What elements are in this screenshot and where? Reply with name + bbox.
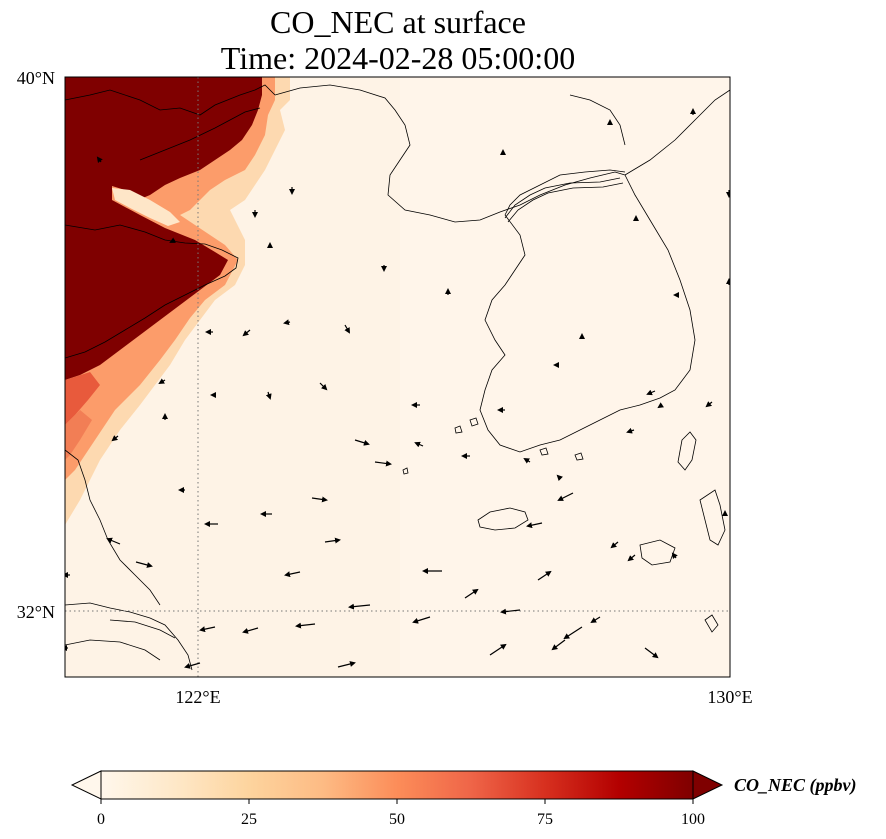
- colorbar-tick-label: 100: [681, 811, 705, 828]
- wind-vector-arrow: [354, 439, 370, 446]
- wind-vector-arrow: [319, 382, 328, 391]
- colorbar-ticks: 0 25 50 75 100: [97, 799, 705, 828]
- map-frame: [64, 76, 731, 678]
- coastlines: [65, 84, 730, 671]
- wind-vectors: [65, 108, 730, 669]
- wind-vector-arrow: [265, 391, 272, 400]
- wind-vector-arrow: [374, 460, 392, 467]
- lon-tick-label-130e: 130°E: [707, 687, 752, 707]
- wind-vector-arrow: [106, 537, 121, 545]
- colorbar-extend-min: [70, 770, 102, 800]
- wind-vector-arrow: [284, 571, 301, 578]
- wind-vector-arrow: [337, 661, 356, 668]
- wind-vector-arrow: [348, 603, 371, 610]
- colorbar-tick-label: 75: [537, 811, 553, 828]
- wind-vector-arrow: [414, 441, 424, 448]
- wind-vector-arrow: [464, 588, 479, 599]
- colorbar-tick-label: 0: [97, 811, 105, 828]
- wind-vector-arrow: [500, 608, 521, 615]
- wind-vector-arrow: [135, 561, 153, 568]
- title-line-1: CO_NEC at surface: [270, 4, 526, 40]
- wind-vector-arrow: [412, 616, 431, 624]
- wind-vector-arrow: [489, 643, 507, 656]
- wind-vector-arrow: [657, 402, 664, 409]
- plume-core: [65, 77, 262, 380]
- colorbar: 0 25 50 75 100 CO_NEC (ppbv): [70, 770, 857, 828]
- title-line-2: Time: 2024-02-28 05:00:00: [221, 40, 575, 76]
- wind-vector-arrow: [644, 647, 659, 659]
- wind-vector-arrow: [705, 401, 713, 408]
- wind-vector-arrow: [344, 324, 350, 334]
- wind-vector-arrow: [610, 541, 619, 549]
- wind-vector-arrow: [590, 616, 601, 624]
- map-panel: [64, 76, 731, 678]
- wind-vector-arrow: [184, 662, 201, 669]
- wind-vector-arrow: [551, 639, 566, 651]
- wind-vector-arrow: [111, 435, 119, 442]
- plume-lower-band-2: [65, 410, 92, 460]
- wind-vector-arrow: [556, 474, 563, 481]
- colorbar-extend-max: [692, 770, 724, 800]
- wind-vector-arrow: [646, 389, 656, 396]
- wind-vector-arrow: [295, 622, 316, 629]
- wind-vector-arrow: [671, 552, 678, 559]
- colorbar-tick-label: 50: [389, 811, 405, 828]
- wind-vector-arrow: [324, 537, 341, 544]
- wind-vector-arrow: [526, 522, 543, 529]
- wind-vector-arrow: [242, 329, 251, 337]
- colorbar-label: CO_NEC (ppbv): [734, 775, 857, 796]
- wind-vector-arrow: [311, 496, 328, 503]
- wind-vector-arrow: [283, 319, 291, 326]
- colorbar-tick-label: 25: [241, 811, 257, 828]
- wind-vector-arrow: [96, 156, 103, 163]
- wind-vector-arrow: [199, 626, 216, 633]
- wind-vector-arrow: [563, 626, 583, 640]
- wind-vector-arrow: [537, 570, 552, 581]
- lon-tick-label-122e: 122°E: [175, 687, 220, 707]
- wind-vector-arrow: [242, 627, 259, 634]
- map-field: [65, 77, 730, 677]
- lat-tick-label-32n: 32°N: [17, 602, 55, 622]
- wind-vector-arrow: [627, 554, 636, 562]
- map-background-east: [400, 77, 730, 677]
- lat-tick-label-40n: 40°N: [17, 68, 55, 88]
- wind-vector-arrow: [626, 427, 635, 434]
- plume-lower-band: [65, 372, 100, 425]
- plume-gap: [112, 188, 180, 226]
- wind-vector-arrow: [557, 492, 574, 501]
- wind-vector-arrow: [169, 237, 176, 243]
- wind-vector-arrow: [158, 378, 166, 385]
- wind-vector-arrow: [523, 457, 531, 464]
- colorbar-gradient: [101, 771, 693, 799]
